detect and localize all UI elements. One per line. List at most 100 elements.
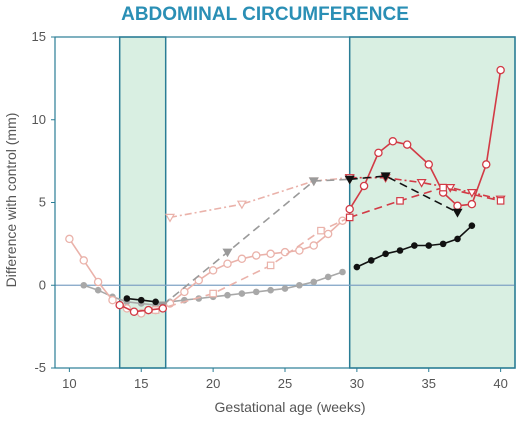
data-point: [295, 246, 304, 255]
data-point: [123, 295, 131, 302]
data-point: [129, 307, 139, 316]
data-point: [158, 304, 168, 313]
data-point: [208, 266, 218, 275]
x-tick-label: 20: [206, 376, 220, 391]
series-line: [162, 178, 350, 306]
data-point: [266, 249, 275, 259]
x-tick-label: 25: [278, 376, 292, 391]
data-point: [439, 240, 447, 248]
data-point: [496, 65, 505, 75]
shaded-regions: [118, 36, 516, 369]
data-point: [396, 197, 404, 205]
series-line: [349, 176, 501, 200]
data-point: [454, 235, 461, 243]
data-point: [266, 261, 275, 270]
series-line: [169, 176, 350, 219]
data-point: [115, 300, 124, 310]
x-tick-label: 35: [422, 376, 436, 391]
y-axis-label: Difference with control (mm): [3, 113, 19, 288]
data-point: [80, 281, 88, 289]
data-point: [79, 256, 89, 265]
data-point: [367, 257, 375, 264]
data-point: [468, 222, 476, 229]
series-3: [353, 222, 476, 271]
y-axis: -5 0 5 10 15: [32, 29, 55, 375]
data-point: [481, 160, 491, 169]
shaded-region-2: [348, 36, 516, 369]
data-point: [222, 248, 233, 258]
x-tick-label: 30: [350, 376, 364, 391]
data-point: [94, 286, 102, 294]
data-point: [65, 234, 74, 244]
shaded-region-1: [118, 36, 167, 369]
data-point: [152, 298, 159, 306]
data-point: [359, 181, 369, 191]
data-point: [453, 201, 462, 211]
data-point: [402, 140, 412, 149]
y-tick-label: 5: [39, 195, 46, 210]
data-point: [308, 177, 319, 187]
x-tick-label: 40: [493, 376, 507, 391]
data-point: [344, 175, 355, 185]
data-point: [416, 179, 427, 188]
data-point: [280, 247, 290, 257]
series-line: [349, 186, 501, 219]
data-point: [223, 259, 232, 268]
chart-title: ABDOMINAL CIRCUMFERENCE: [121, 4, 409, 25]
data-point: [209, 289, 217, 298]
y-tick-label: 10: [32, 112, 46, 127]
data-point: [236, 200, 247, 210]
data-point: [411, 242, 418, 249]
y-tick-label: 0: [39, 277, 46, 292]
data-point: [424, 160, 433, 169]
data-point: [396, 247, 404, 254]
data-point: [445, 184, 456, 193]
data-point: [267, 286, 274, 294]
data-point: [467, 199, 477, 209]
y-tick-label: 15: [32, 29, 46, 44]
series-line: [119, 304, 163, 313]
data-point: [382, 250, 389, 258]
data-point: [339, 268, 346, 276]
data-point: [345, 213, 354, 222]
series-layer: [65, 65, 506, 318]
data-point: [323, 229, 333, 239]
data-point: [324, 273, 332, 281]
data-point: [180, 287, 189, 297]
data-point: [439, 183, 447, 192]
data-point: [380, 172, 391, 182]
data-point: [374, 148, 383, 158]
data-point: [164, 213, 176, 223]
data-point: [310, 278, 318, 286]
data-point: [353, 263, 361, 271]
data-point: [296, 281, 303, 289]
series-2: [123, 295, 159, 306]
data-point: [388, 137, 398, 146]
data-point: [317, 226, 325, 235]
data-point: [108, 295, 117, 305]
data-point: [237, 254, 247, 264]
series-12: [344, 172, 463, 218]
data-point: [309, 241, 318, 250]
x-tick-label: 10: [62, 376, 76, 391]
series-4: [65, 216, 347, 318]
series-10: [345, 183, 505, 222]
x-tick-label: 15: [134, 376, 148, 391]
data-point: [93, 277, 103, 287]
data-point: [281, 285, 289, 292]
data-point: [252, 288, 260, 296]
data-point: [224, 291, 231, 299]
data-point: [496, 197, 505, 205]
data-point: [452, 208, 463, 218]
data-point: [144, 305, 153, 315]
x-axis: 10 15 20 25 30 35 40: [62, 368, 508, 391]
y-tick-label: -5: [34, 360, 46, 375]
series-7: [164, 174, 355, 223]
x-axis-label: Gestational age (weeks): [215, 399, 366, 415]
data-point: [238, 290, 246, 297]
data-point: [345, 204, 354, 214]
data-point: [425, 242, 433, 249]
series-5: [115, 300, 168, 316]
data-point: [137, 296, 145, 304]
